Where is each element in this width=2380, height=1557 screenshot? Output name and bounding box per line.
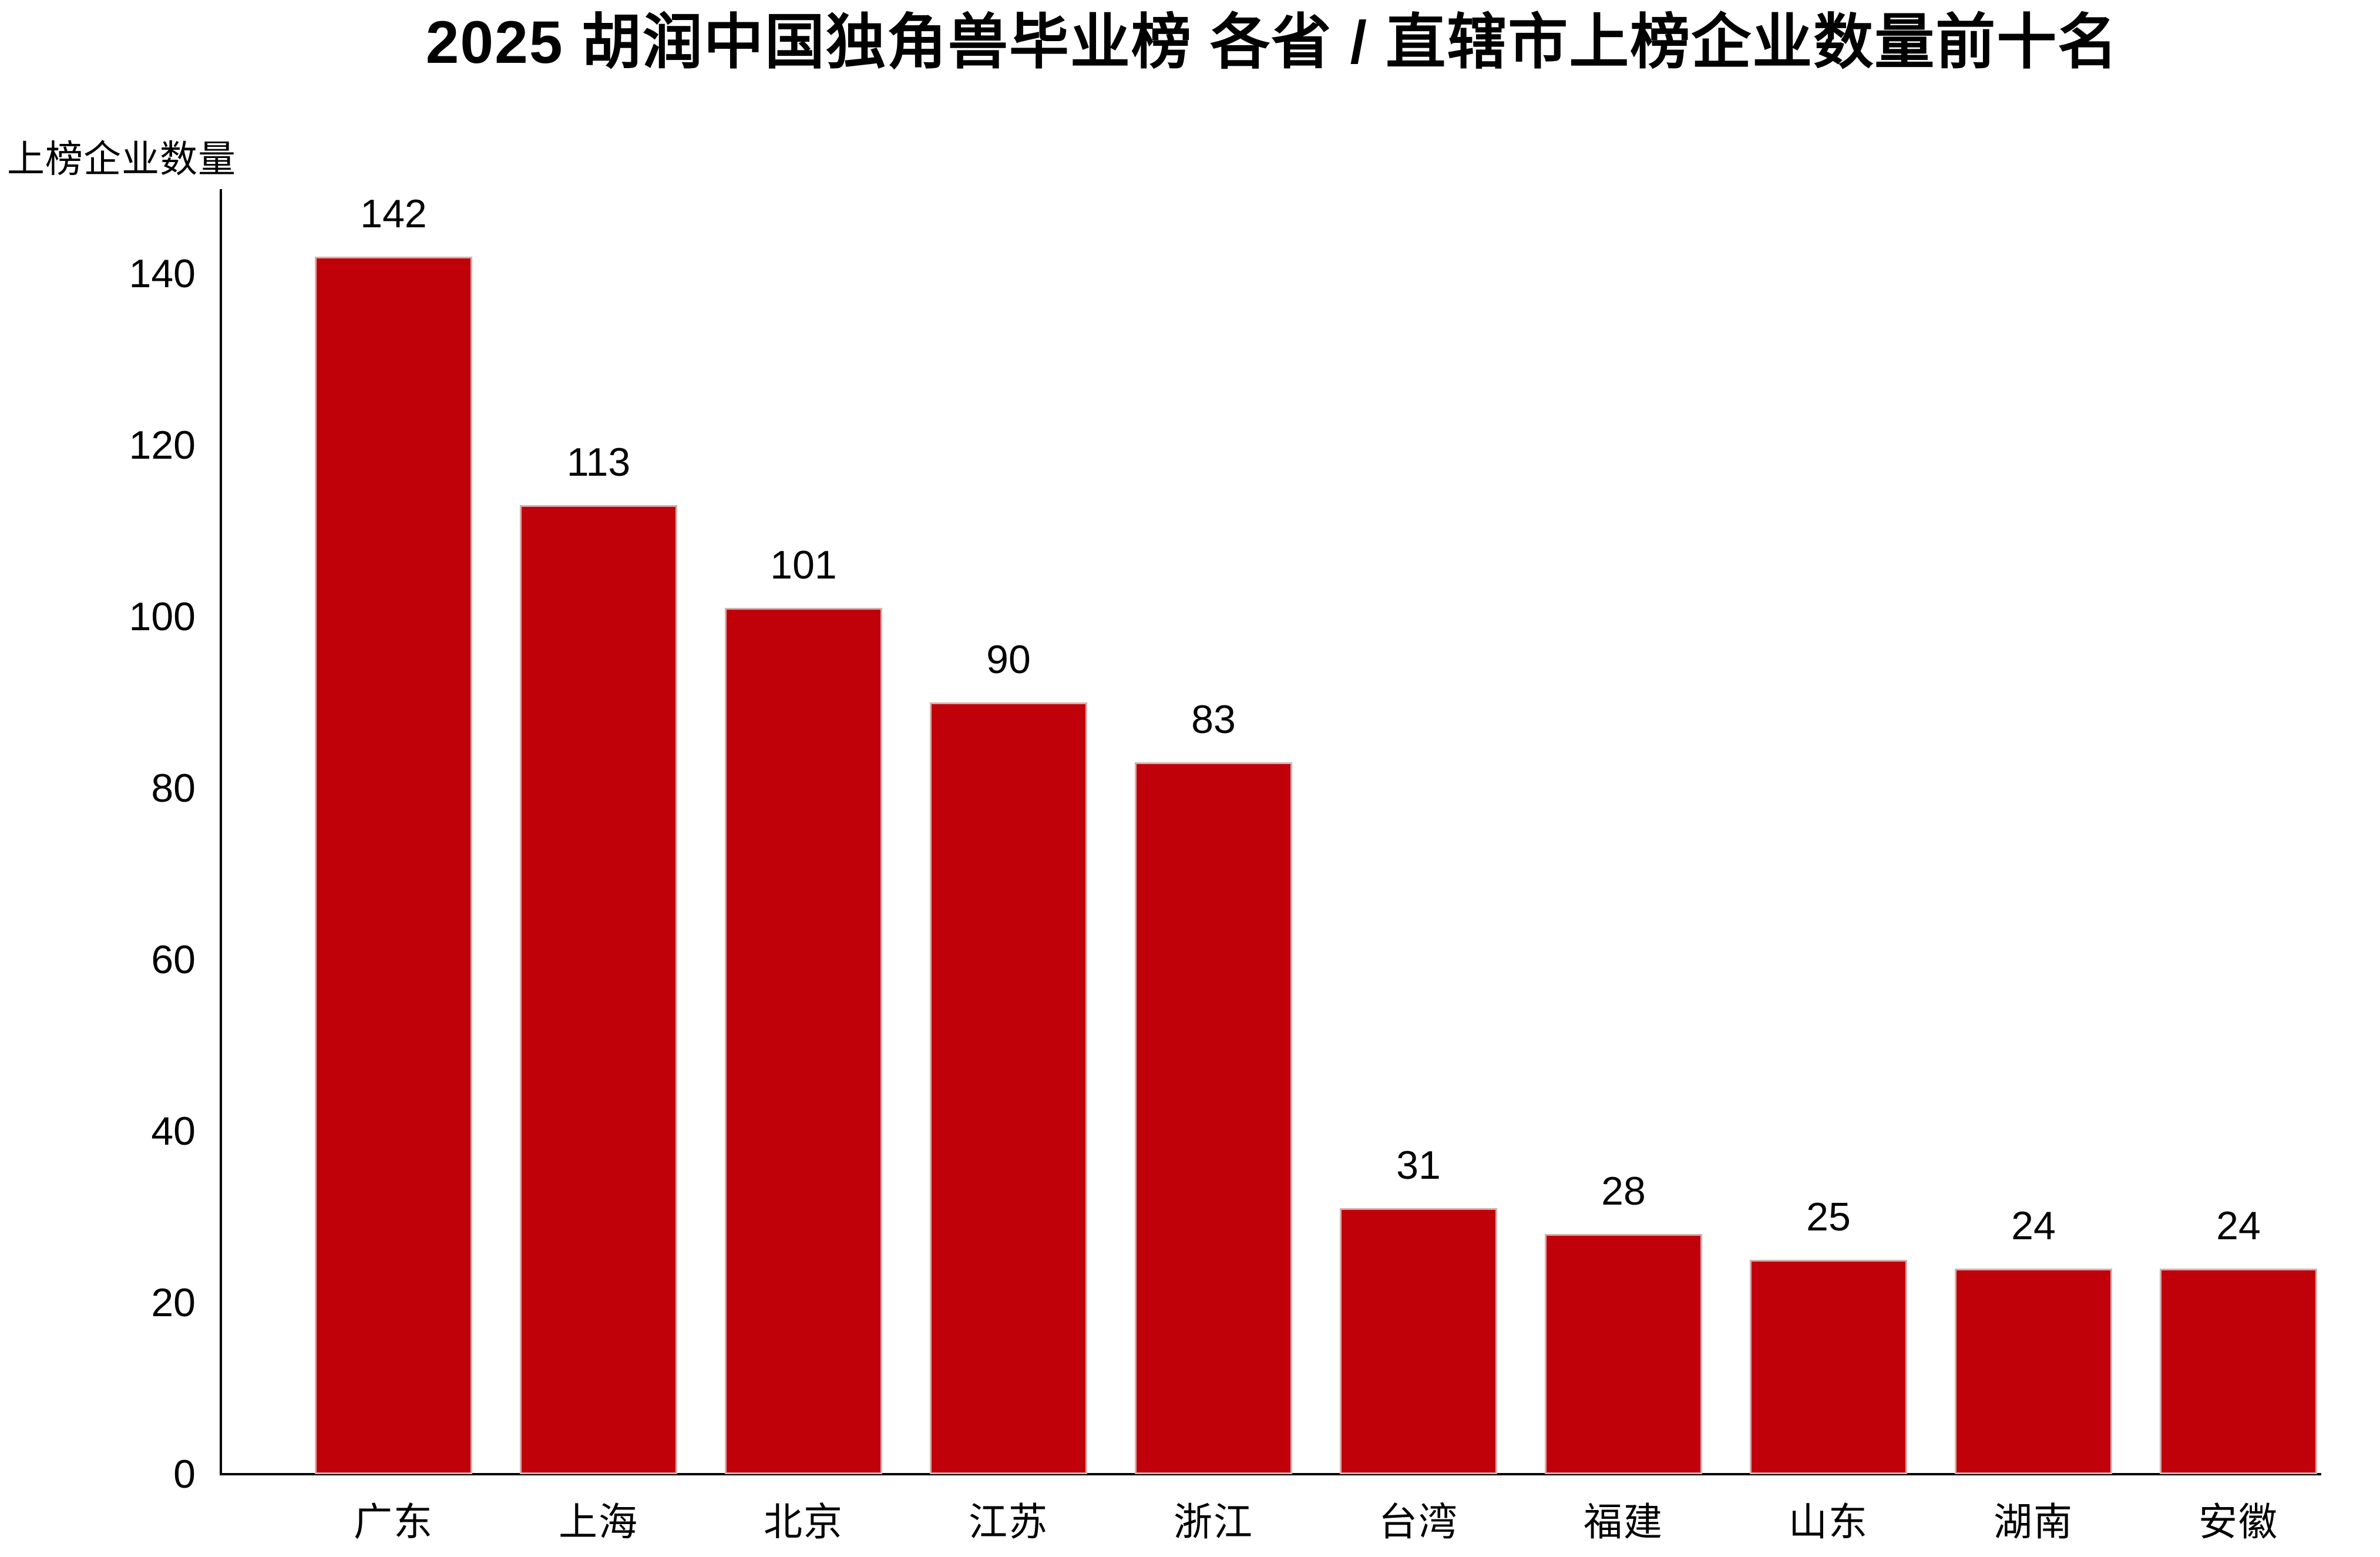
bar-value-label: 25 [1806, 1195, 1851, 1239]
y-tick-label: 120 [129, 423, 196, 468]
chart-title: 2025 胡润中国独角兽毕业榜 各省 / 直辖市上榜企业数量前十名 [425, 9, 2119, 76]
bar [1545, 1234, 1702, 1474]
bar [1955, 1268, 2112, 1474]
y-axis-line [220, 189, 222, 1474]
x-category-label: 安徽 [2199, 1500, 2278, 1543]
x-category-label: 广东 [354, 1500, 433, 1543]
bar [1750, 1260, 1907, 1474]
x-category-label: 台湾 [1379, 1500, 1458, 1543]
y-tick-label: 0 [173, 1452, 196, 1497]
y-tick-label: 60 [151, 937, 196, 982]
bar-value-label: 31 [1396, 1143, 1441, 1188]
x-category-label: 北京 [764, 1500, 843, 1543]
x-category-label: 山东 [1789, 1500, 1868, 1543]
bar-value-label: 24 [2011, 1203, 2056, 1248]
x-axis-line [220, 1473, 2321, 1475]
bar [2160, 1268, 2317, 1474]
x-category-label: 上海 [559, 1500, 638, 1543]
y-tick-label: 140 [129, 251, 196, 296]
y-tick-label: 40 [151, 1109, 196, 1154]
bar [1340, 1208, 1497, 1474]
y-tick-label: 100 [129, 594, 196, 639]
bar [725, 608, 882, 1474]
bar [520, 505, 677, 1474]
x-category-label: 浙江 [1174, 1500, 1253, 1543]
x-category-label: 江苏 [969, 1500, 1048, 1543]
x-category-label: 福建 [1584, 1500, 1663, 1543]
bar [315, 256, 472, 1474]
y-axis-title: 上榜企业数量 [7, 138, 236, 180]
bar-value-label: 142 [360, 191, 427, 236]
y-tick-label: 20 [151, 1280, 196, 1325]
bar-value-label: 28 [1601, 1169, 1646, 1214]
bar [930, 702, 1087, 1474]
x-category-label: 湖南 [1994, 1500, 2073, 1543]
bar-value-label: 83 [1191, 697, 1236, 742]
y-tick-label: 80 [151, 766, 196, 811]
bar-value-label: 101 [770, 543, 837, 588]
bar-value-label: 113 [566, 440, 631, 485]
bar-value-label: 90 [986, 637, 1031, 682]
bar-value-label: 24 [2216, 1203, 2261, 1248]
bar [1135, 762, 1292, 1474]
